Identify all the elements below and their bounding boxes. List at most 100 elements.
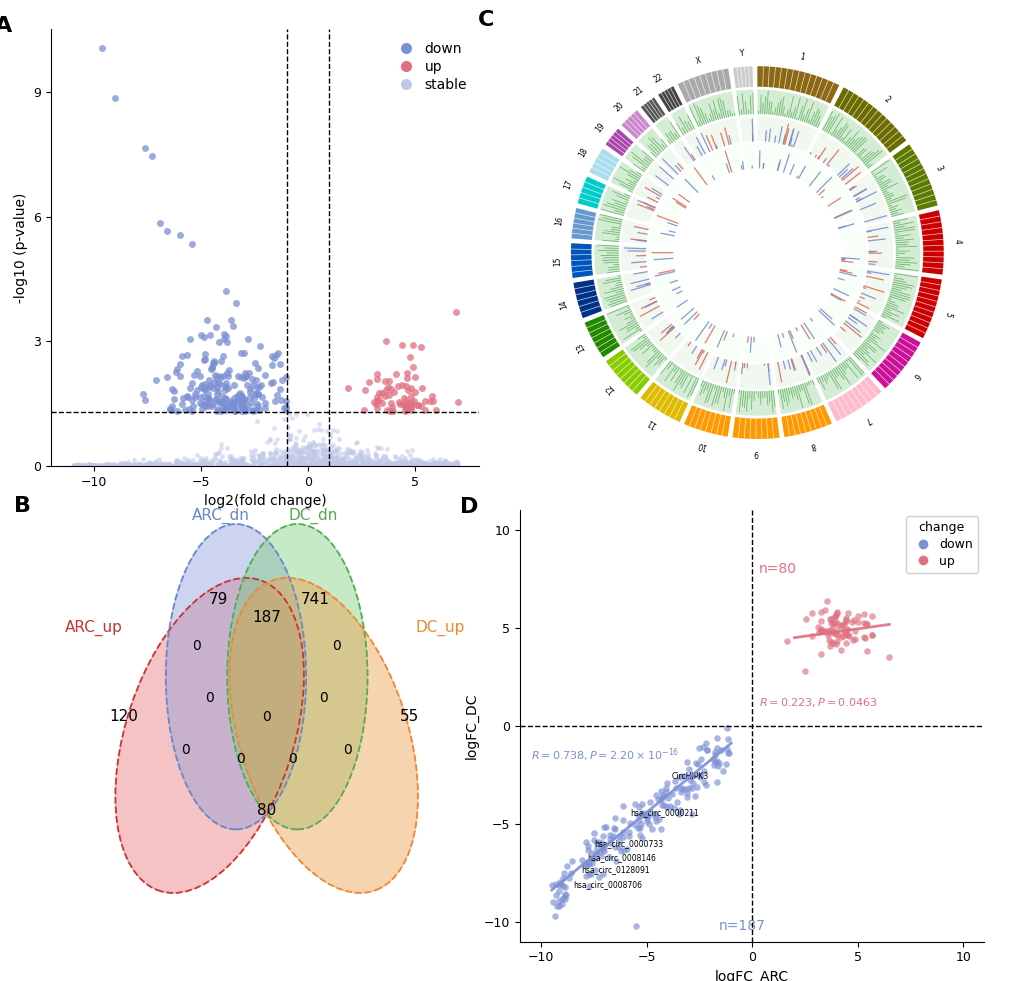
- Point: [298, 451, 314, 467]
- Point: [84, 457, 100, 473]
- Point: [131, 457, 148, 473]
- Point: [271, 451, 287, 467]
- Point: [73, 457, 90, 473]
- Point: [354, 457, 370, 473]
- Point: [407, 457, 423, 473]
- Point: [217, 454, 233, 470]
- Point: [182, 381, 199, 396]
- Point: [419, 456, 435, 472]
- Point: [277, 402, 293, 418]
- Point: [174, 348, 191, 364]
- Point: [169, 361, 185, 377]
- Point: [329, 457, 345, 473]
- Point: [210, 444, 226, 460]
- Point: [705, 757, 721, 773]
- Point: [322, 456, 338, 472]
- Point: [253, 457, 269, 473]
- Point: [261, 457, 277, 473]
- Point: [103, 457, 119, 473]
- Point: [416, 455, 432, 471]
- Polygon shape: [684, 405, 731, 437]
- Point: [389, 379, 406, 394]
- Point: [320, 449, 336, 465]
- Point: [300, 454, 316, 470]
- Point: [251, 402, 267, 418]
- Point: [403, 393, 419, 409]
- Point: [439, 458, 455, 474]
- Point: [353, 454, 369, 470]
- Point: [447, 458, 464, 474]
- Point: [442, 458, 459, 474]
- Point: [838, 635, 854, 650]
- Point: [298, 457, 314, 473]
- Point: [79, 458, 96, 474]
- Point: [363, 452, 379, 468]
- Point: [78, 458, 95, 474]
- Point: [653, 790, 669, 805]
- Point: [398, 365, 415, 381]
- Point: [370, 440, 386, 456]
- Point: [646, 806, 662, 822]
- Point: [222, 451, 238, 467]
- Point: [283, 457, 300, 473]
- Point: [342, 457, 359, 473]
- Point: [69, 457, 86, 473]
- Point: [137, 392, 153, 408]
- Point: [638, 806, 654, 822]
- Point: [168, 455, 184, 471]
- Point: [416, 458, 432, 474]
- Point: [162, 457, 178, 473]
- Point: [827, 607, 844, 623]
- Point: [247, 442, 263, 458]
- Point: [179, 452, 196, 468]
- Polygon shape: [796, 156, 844, 201]
- Point: [688, 755, 704, 771]
- Point: [578, 857, 594, 873]
- Point: [356, 449, 372, 465]
- Point: [551, 874, 568, 890]
- Point: [384, 403, 400, 419]
- Point: [210, 400, 226, 416]
- Point: [419, 456, 435, 472]
- Point: [132, 458, 149, 474]
- Point: [302, 439, 318, 454]
- Point: [327, 457, 343, 473]
- Point: [303, 458, 319, 474]
- Point: [341, 451, 358, 467]
- Point: [403, 458, 419, 474]
- Point: [198, 397, 214, 413]
- Point: [287, 431, 304, 446]
- Point: [98, 456, 114, 472]
- Point: [129, 458, 146, 474]
- Point: [315, 443, 331, 459]
- Point: [227, 455, 244, 471]
- Point: [280, 431, 297, 446]
- Text: 6: 6: [910, 371, 920, 380]
- Point: [310, 451, 326, 467]
- Point: [203, 361, 219, 377]
- Point: [403, 397, 419, 413]
- Point: [293, 456, 310, 472]
- Point: [198, 457, 214, 473]
- Point: [128, 458, 145, 474]
- Text: 2: 2: [881, 95, 891, 105]
- Point: [97, 457, 113, 473]
- Point: [197, 457, 213, 473]
- Point: [325, 451, 341, 467]
- Point: [242, 384, 258, 399]
- Point: [622, 815, 638, 831]
- Point: [101, 456, 117, 472]
- Point: [692, 751, 708, 767]
- Point: [72, 458, 89, 474]
- Point: [205, 381, 221, 396]
- Point: [378, 451, 394, 467]
- Point: [305, 456, 321, 472]
- Point: [251, 452, 267, 468]
- Polygon shape: [687, 91, 735, 128]
- Point: [546, 908, 562, 924]
- Point: [435, 454, 451, 470]
- Point: [395, 390, 412, 406]
- Ellipse shape: [229, 578, 418, 893]
- Point: [717, 741, 734, 756]
- Point: [302, 441, 318, 457]
